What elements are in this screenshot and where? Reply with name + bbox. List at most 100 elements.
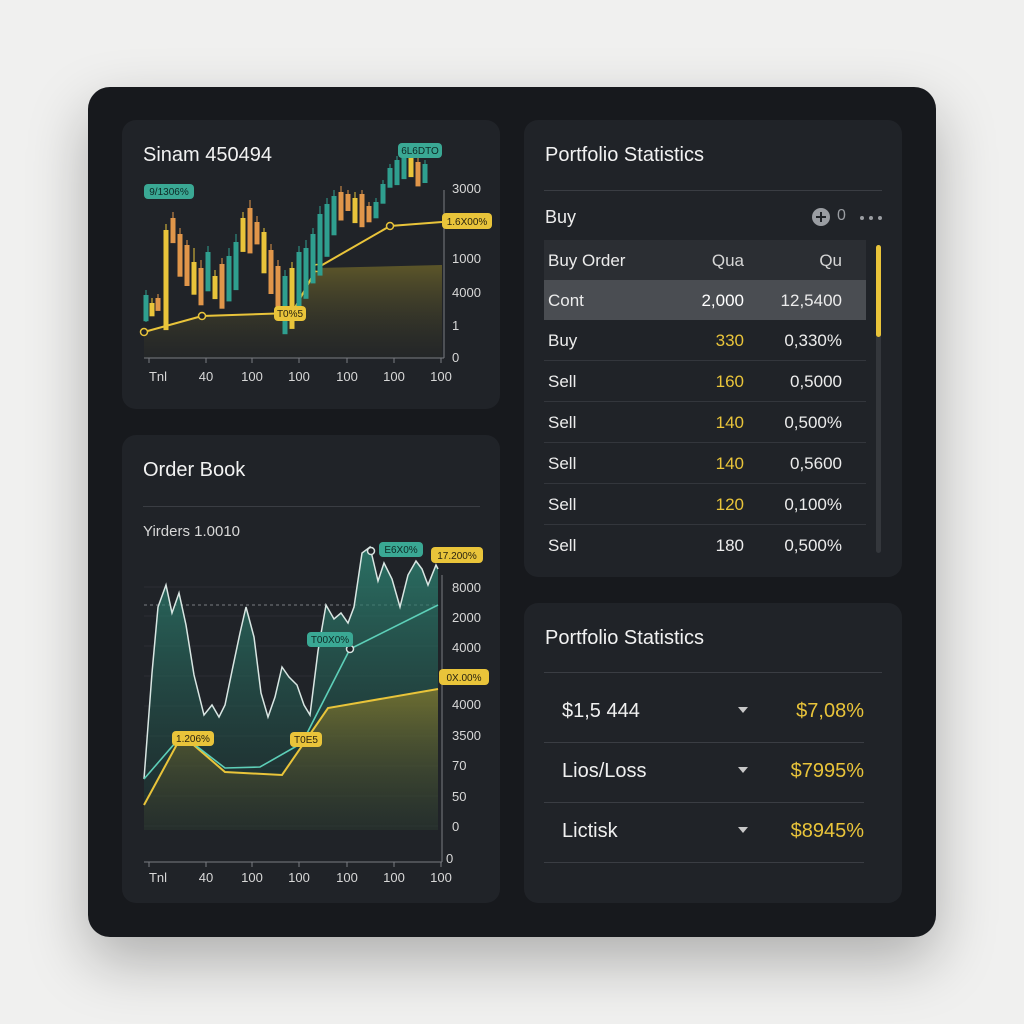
candle-body xyxy=(289,268,295,329)
candle-body xyxy=(352,198,358,224)
dropdown-arrow-icon[interactable] xyxy=(738,707,748,713)
candle-body xyxy=(422,164,428,183)
price-chart-panel: Sinam 450494 xyxy=(122,120,500,409)
dashboard-window: Sinam 450494 xyxy=(88,87,936,937)
x-tick: 100 xyxy=(288,870,310,885)
x-tick: 40 xyxy=(199,369,213,384)
badge-top: E6X0% xyxy=(379,542,423,557)
candle-body xyxy=(366,206,372,223)
x-tick: 100 xyxy=(336,369,358,384)
table-row[interactable]: Cont 2,000 12,5400 xyxy=(544,280,866,320)
badge-top-left: 9/1306% xyxy=(144,184,194,199)
y-tick: 1000 xyxy=(452,251,481,266)
candle-body xyxy=(219,264,225,309)
svg-text:6L6DTO: 6L6DTO xyxy=(401,146,439,157)
summary-row[interactable]: Lios/Loss $7995% xyxy=(544,742,864,803)
svg-text:17.200%: 17.200% xyxy=(437,551,477,562)
badge-left: 1.206% xyxy=(172,731,214,746)
candle-body xyxy=(373,202,379,219)
table-header: Buy Order Qua Qu xyxy=(544,240,866,280)
badge-top-right: 17.200% xyxy=(431,547,483,563)
table-row[interactable]: Sell 180 0,500% xyxy=(548,536,842,555)
badge-right: 1.6X00% xyxy=(442,213,492,229)
order-book-panel: Order Book Yirders 1.0010 xyxy=(122,435,500,903)
table-row[interactable]: Sell 160 0,5000 xyxy=(544,361,866,402)
summary-label: Lios/Loss xyxy=(562,760,647,782)
order-book-title: Order Book xyxy=(143,459,246,481)
candle-body xyxy=(254,222,260,245)
y-tick: 0 xyxy=(452,819,459,834)
badge-right: 0X.00% xyxy=(439,669,489,685)
x-tick: 100 xyxy=(430,870,452,885)
x-tick: 100 xyxy=(241,369,263,384)
dropdown-arrow-icon[interactable] xyxy=(738,827,748,833)
svg-text:T0%5: T0%5 xyxy=(277,309,304,320)
x-tick: 40 xyxy=(199,870,213,885)
candle-body xyxy=(401,152,407,180)
candle-body xyxy=(415,162,421,187)
badge-top-right: 6L6DTO xyxy=(398,143,442,158)
table-row[interactable]: Buy 330 0,330% xyxy=(544,320,866,361)
x-tick: 100 xyxy=(430,369,452,384)
candle-body xyxy=(303,248,309,299)
divider xyxy=(143,506,480,507)
candle-body xyxy=(191,262,197,295)
divider xyxy=(544,190,882,191)
table-row[interactable]: Sell 120 0,100% xyxy=(544,484,866,525)
candle-body xyxy=(394,160,400,186)
svg-text:T0E5: T0E5 xyxy=(294,735,318,746)
order-book-chart: 8000 2000 4000 4000 3500 70 50 0 0 Tnl 4… xyxy=(143,542,489,885)
y-tick: 1 xyxy=(452,318,459,333)
add-icon[interactable] xyxy=(812,208,830,226)
candle-body xyxy=(226,256,232,302)
price-chart: 3000 1000 4000 1 0 Tnl 40 100 100 100 10… xyxy=(139,143,492,384)
svg-text:T00X0%: T00X0% xyxy=(311,635,349,646)
candle-body xyxy=(212,276,218,300)
candle-body xyxy=(233,242,239,291)
summary-row[interactable]: $1,5 444 $7,08% xyxy=(544,682,864,743)
filter-label[interactable]: Buy xyxy=(545,207,577,227)
candle-body xyxy=(296,252,302,315)
portfolio-summary-title: Portfolio Statistics xyxy=(545,627,704,649)
y-tick: 4000 xyxy=(452,640,481,655)
more-options-icon[interactable] xyxy=(860,216,884,220)
dropdown-arrow-icon[interactable] xyxy=(738,767,748,773)
y-tick: 2000 xyxy=(452,610,481,625)
table-row[interactable]: Sell 140 0,500% xyxy=(544,402,866,443)
x-tick: 100 xyxy=(288,369,310,384)
scrollbar-thumb[interactable] xyxy=(876,245,881,337)
candle-body xyxy=(338,192,344,221)
y-tick: 0 xyxy=(452,350,459,365)
y-tick: 4000 xyxy=(452,285,481,300)
summary-value: $7,08% xyxy=(796,700,864,722)
y-tick: 0 xyxy=(446,851,453,866)
summary-label: $1,5 444 xyxy=(562,700,640,722)
candle-body xyxy=(380,184,386,204)
candle-body xyxy=(240,218,246,252)
candle-body xyxy=(324,204,330,257)
candle-body xyxy=(345,194,351,211)
table-row[interactable]: Sell 140 0,5600 xyxy=(544,443,866,484)
x-tick: 100 xyxy=(383,870,405,885)
candle-body xyxy=(310,234,316,284)
svg-text:1.206%: 1.206% xyxy=(176,734,210,745)
scrollbar-track[interactable] xyxy=(876,245,881,553)
summary-row[interactable]: Lictisk $8945% xyxy=(544,802,864,863)
action-count: 0 xyxy=(837,207,846,224)
candle-body xyxy=(170,218,176,244)
column-header[interactable]: Qu xyxy=(819,251,842,270)
column-header[interactable]: Qua xyxy=(711,251,744,270)
x-tick: 100 xyxy=(336,870,358,885)
column-header[interactable]: Buy Order xyxy=(548,251,626,270)
candle-body xyxy=(177,234,183,277)
order-book-subtitle: Yirders 1.0010 xyxy=(143,523,241,540)
candle-body xyxy=(143,295,149,322)
divider xyxy=(544,672,882,673)
price-chart-title: Sinam 450494 xyxy=(143,144,272,166)
candle-body xyxy=(198,268,204,306)
y-tick: 8000 xyxy=(452,580,481,595)
candle-body xyxy=(408,150,414,178)
candle-body xyxy=(247,208,253,254)
candle-body xyxy=(205,252,211,292)
portfolio-summary-panel: Portfolio Statistics $1,5 444 $7,08% Lio… xyxy=(524,603,902,903)
